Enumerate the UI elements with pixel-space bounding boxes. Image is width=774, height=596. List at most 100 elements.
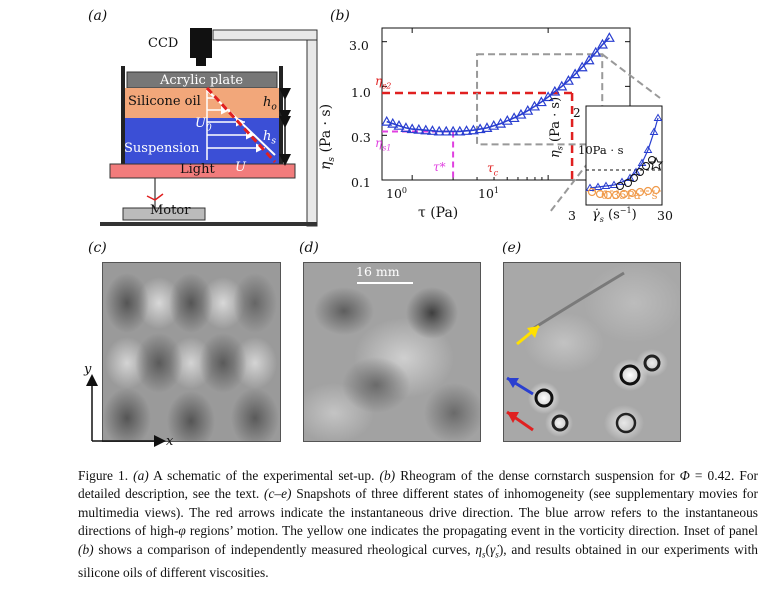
data-point [406, 123, 418, 134]
inset-point [631, 167, 641, 175]
data-point [569, 68, 581, 79]
data-point [549, 85, 561, 96]
y-axis-label: y [84, 362, 92, 377]
caption-a-ref: (a) [133, 468, 149, 483]
inset-point [637, 158, 647, 166]
zoom-connector [601, 53, 661, 99]
figure-caption: Figure 1. (a) A schematic of the experim… [78, 467, 758, 582]
data-point [400, 122, 412, 133]
scale-bar [357, 282, 413, 284]
caption-ce-ref: (c–e) [263, 486, 292, 502]
velocity-profile-line [205, 86, 277, 164]
inset-circle-low [643, 186, 653, 196]
inset-point [601, 181, 611, 189]
rheo-xlabel: τ (Pa) [418, 205, 459, 221]
data-point [542, 91, 554, 102]
arrows-overlay [506, 324, 540, 432]
panel-a-label: (a) [88, 8, 108, 24]
inset-xlabel: γ̇s (s−1) [592, 206, 637, 224]
suspension-layer [125, 118, 279, 164]
data-point [576, 61, 588, 72]
plot-frame [381, 27, 631, 181]
scale-bar-label: 16 mm [356, 264, 400, 279]
hs-label: hs [263, 129, 276, 147]
xtick-10: 101 [478, 186, 499, 202]
inset-circle-low [635, 187, 645, 197]
caption-eta: η [475, 541, 483, 557]
data-point [596, 38, 609, 49]
oil-label: Silicone oil [128, 94, 201, 109]
data-point [454, 125, 466, 136]
caption-b-text2: = 0.42. For detailed description, see th… [78, 468, 758, 502]
data-point [481, 122, 493, 133]
data-point [381, 115, 393, 126]
suspension-label: Suspension [124, 141, 200, 156]
inset-circle-high [642, 162, 650, 170]
inset-point [585, 183, 595, 191]
data-point [556, 80, 568, 91]
caption-b-text: Rheogram of the dense cornstarch suspens… [395, 468, 680, 483]
inset-circle-low [651, 185, 661, 195]
inset-circle-high [624, 179, 632, 187]
caption-phi2: φ [178, 523, 186, 539]
data-point [460, 125, 473, 135]
snapshot-d [303, 262, 481, 442]
inset-point [609, 180, 619, 188]
panel-c-label: (c) [88, 240, 107, 256]
data-point [562, 74, 574, 85]
data-point [413, 123, 425, 134]
ho-label: ho [263, 95, 277, 113]
u0-label: U0 [195, 116, 212, 134]
caption-paren-open: ( [485, 541, 491, 557]
tau-star-label: τ* [433, 160, 446, 174]
blue-arrow [506, 376, 534, 396]
data-point [433, 125, 445, 136]
caption-ce-text: Snapshots of three different states of i… [78, 486, 758, 539]
data-point [440, 125, 452, 136]
data-point [535, 96, 547, 107]
inset-point [653, 113, 663, 121]
xy-axes-icon [86, 374, 166, 447]
ccd-camera [190, 28, 212, 58]
motor-label: Motor [150, 203, 191, 218]
caption-b-ref: (b) [379, 468, 396, 483]
inset-label-high: 10Pa · s [578, 143, 624, 157]
caption-gamma-sub: s [495, 549, 499, 560]
caption-eta-sub: s [482, 549, 486, 560]
xtick-1: 100 [386, 186, 407, 202]
data-point [420, 124, 432, 135]
frame-base [100, 222, 317, 226]
snapshot-c [102, 262, 281, 442]
ytick-03: 0.3 [351, 130, 371, 145]
eta-s1-label: ηs1 [375, 136, 392, 153]
inset-circle-low [619, 189, 629, 199]
data-point [426, 125, 438, 135]
rheogram-chart [381, 27, 664, 213]
caption-ce-text2: regions’ motion. The yellow one indicate… [185, 523, 758, 539]
data-point [488, 119, 500, 130]
data-point [467, 124, 479, 135]
caption-inset-text: shows a comparison of independently meas… [93, 541, 476, 557]
snapshot-e [503, 262, 681, 442]
inset-point [617, 177, 627, 185]
inset-circle-low [587, 187, 597, 197]
ytick-1: 1.0 [351, 85, 371, 100]
data-point [501, 114, 513, 125]
caption-inset-ref: (b) [78, 541, 94, 557]
data-point [447, 125, 459, 136]
x-axis-label: x [166, 434, 174, 449]
data-point [590, 46, 602, 57]
red-arrow [506, 410, 534, 432]
data-point [387, 117, 399, 128]
data-point [393, 119, 405, 130]
ccd-label: CCD [148, 36, 179, 51]
panel-b-label: (b) [330, 8, 350, 24]
data-point [583, 54, 595, 65]
inset-xtick-right: 30 [657, 208, 673, 223]
caption-a-text: A schematic of the experimental set-up. [148, 468, 380, 483]
caption-phi: Φ [679, 468, 690, 483]
inset-ytick: 2 [573, 106, 581, 120]
yellow-arrow [516, 324, 540, 346]
data-point [603, 32, 615, 42]
inset-circle-high [630, 174, 638, 182]
